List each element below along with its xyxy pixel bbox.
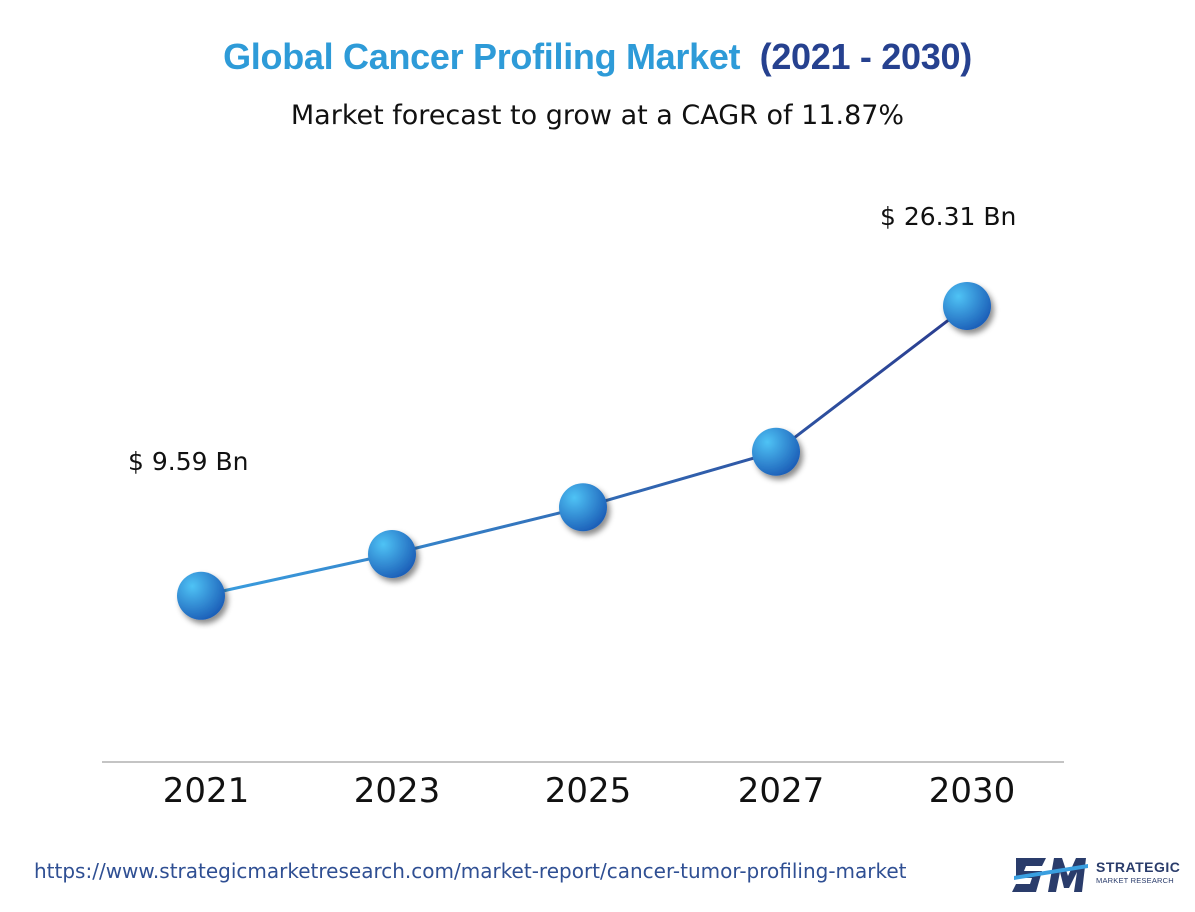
x-axis-ticks: 2021 2023 2025 2027 2030 — [163, 771, 1016, 811]
data-point-2021 — [177, 571, 225, 620]
chart-subtitle: Market forecast to grow at a CAGR of 11.… — [290, 100, 905, 131]
x-tick-label-2021: 2021 — [163, 771, 250, 811]
source-url[interactable]: https://www.strategicmarketresearch.com/… — [34, 859, 907, 883]
data-labels: $ 9.59 Bn $ 26.31 Bn — [128, 202, 1016, 476]
chart-title-main: Global Cancer Profiling Market — [223, 36, 741, 77]
data-label-2021: $ 9.59 Bn — [128, 447, 248, 476]
data-point-2025 — [559, 483, 607, 532]
data-point-2023 — [368, 530, 416, 578]
company-logo: STRATEGIC MARKET RESEARCH — [1012, 852, 1180, 898]
data-point-2027 — [752, 427, 800, 476]
logo-line-2: MARKET RESEARCH — [1096, 876, 1174, 885]
logo-wordmark: STRATEGIC MARKET RESEARCH — [1096, 860, 1180, 885]
series-line — [200, 304, 968, 598]
logo-line-1: STRATEGIC — [1096, 859, 1181, 875]
data-label-2030: $ 26.31 Bn — [880, 202, 1016, 231]
data-points — [177, 281, 991, 620]
x-tick-label-2025: 2025 — [545, 771, 632, 811]
series-line-path — [200, 304, 968, 598]
sm-logo-icon — [1012, 858, 1088, 892]
x-tick-label-2030: 2030 — [929, 771, 1016, 811]
x-tick-label-2023: 2023 — [354, 771, 441, 811]
chart-title: Global Cancer Profiling Market (2021 - 2… — [0, 36, 1195, 78]
data-point-2030 — [943, 281, 991, 330]
chart-title-years: (2021 - 2030) — [759, 36, 973, 77]
x-tick-label-2027: 2027 — [738, 771, 825, 811]
